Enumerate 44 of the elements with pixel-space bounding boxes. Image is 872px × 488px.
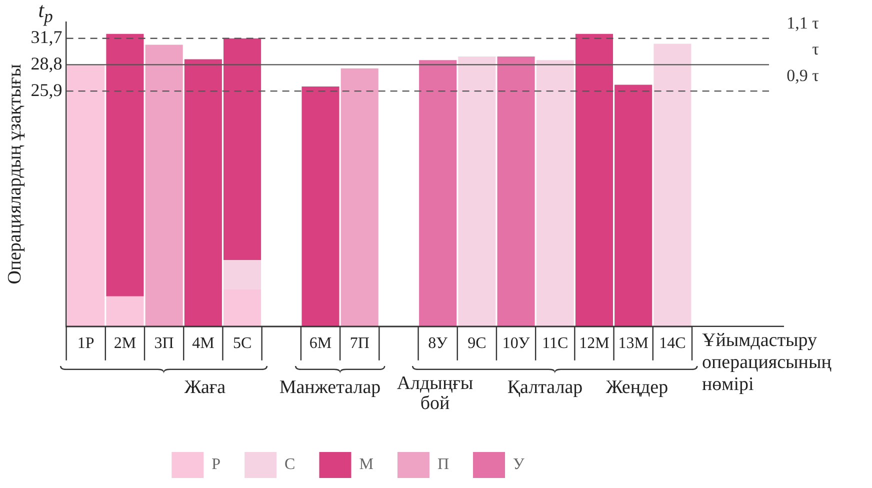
x-axis-title: Ұйымдастыру операциясының нөмірі [702,330,832,396]
text: Манжеталар [278,377,382,398]
x-tick-label: 11С [542,335,568,352]
x-tick-label: 13М [618,335,648,352]
x-tick-label: 5С [232,335,252,352]
x-tick-label: 3П [154,335,174,352]
legend-label: Р [212,456,221,474]
ref-line-label: 1,1 τ [786,13,820,32]
bar [106,34,144,296]
x-tick-label: 10У [502,335,530,352]
bar [145,44,183,326]
y-tick-label: 31,7 [30,27,62,48]
text: Жеңдер [606,377,668,398]
x-tick-label: 8У [428,335,448,352]
x-tick-label: 2М [114,335,136,352]
y-tick-label: 25,9 [30,80,62,100]
x-tick-label: 6М [309,335,332,352]
text: Жаға [183,377,227,398]
x-tick-label: 14С [659,335,686,352]
x-tick-label: 4М [192,335,214,352]
bar [419,60,457,326]
bar [302,86,340,326]
text: Алдыңғы бой [396,373,474,414]
x-tick-label: 7П [350,335,370,352]
ref-line-label: 0,9 τ [786,66,820,86]
x-tick-label: 1Р [77,335,94,352]
bar [340,68,378,326]
text: Қалталар [506,377,584,398]
bar [458,56,496,326]
x-tick-label: 12М [579,335,610,352]
y-tick-label: 28,8 [30,53,62,74]
x-tick-label: 9С [468,335,486,352]
legend-label: С [284,456,296,474]
bar [224,289,262,326]
legend-label: У [513,456,526,474]
text: t$_{p}$ [38,0,53,26]
bar [497,56,535,326]
bar [224,260,262,290]
legend-label: П [437,456,450,474]
legend-label: М [359,456,374,474]
bar [536,60,574,326]
y-axis-title: Операциялардың ұзақтығы [4,64,26,284]
bar [654,44,692,326]
ref-line-label: τ [812,40,820,59]
